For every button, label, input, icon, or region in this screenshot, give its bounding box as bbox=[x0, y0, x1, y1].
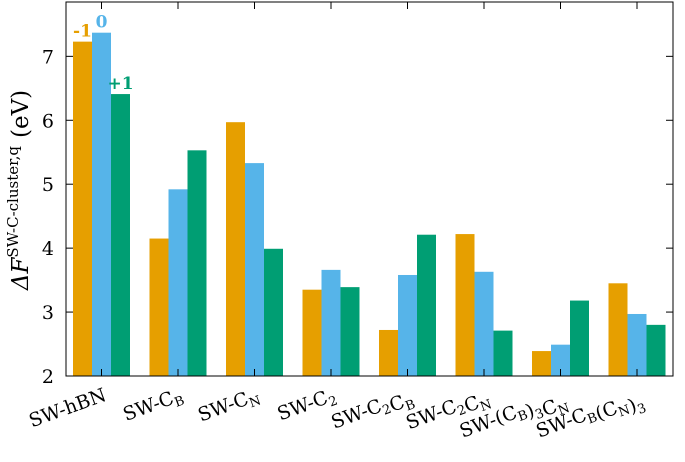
bar-7-series-3 bbox=[570, 300, 589, 376]
bar-4-series-2 bbox=[321, 269, 341, 376]
bar-2-series-2 bbox=[168, 189, 188, 376]
series-label-1: -1 bbox=[73, 22, 92, 42]
y-axis-label-main: ΔF bbox=[8, 257, 34, 292]
y-axis: 2 3 4 5 6 7 bbox=[42, 46, 673, 388]
y-axis-label-unit: (eV) bbox=[8, 90, 34, 138]
bar-5-series-3 bbox=[417, 234, 436, 376]
y-axis-label-sup: SW-C-cluster,q bbox=[4, 146, 22, 258]
y-tick-label-3: 3 bbox=[42, 302, 54, 324]
bar-5-series-2 bbox=[398, 274, 417, 376]
bars-layer bbox=[73, 32, 666, 377]
x-tick-label-2: SW-CB bbox=[120, 384, 187, 429]
bar-1-series-3 bbox=[111, 94, 130, 377]
bar-8-series-2 bbox=[627, 313, 647, 376]
bar-4-series-3 bbox=[340, 287, 360, 376]
y-tick-label-4: 4 bbox=[42, 238, 54, 260]
plot-frame bbox=[65, 1, 674, 377]
series-label-2: 0 bbox=[96, 13, 108, 33]
bar-7-series-2 bbox=[551, 344, 570, 376]
x-tick-label-8: SW-CB(CN)3 bbox=[533, 384, 648, 453]
bar-5-series-1 bbox=[379, 329, 398, 376]
x-tick-label-1: SW-hBN bbox=[26, 384, 109, 432]
bar-2-series-1 bbox=[149, 238, 169, 376]
y-tick-label-7: 7 bbox=[42, 46, 54, 68]
bar-6-series-3 bbox=[493, 330, 513, 376]
bar-6-series-2 bbox=[474, 271, 494, 376]
y-tick-label-2: 2 bbox=[42, 366, 54, 388]
bar-8-series-3 bbox=[646, 324, 666, 376]
bar-2-series-3 bbox=[187, 150, 207, 376]
bar-3-series-1 bbox=[226, 122, 245, 376]
bar-7-series-1 bbox=[532, 351, 551, 376]
series-label-3: +1 bbox=[107, 74, 133, 94]
y-axis-label: ΔFSW-C-cluster,q (eV) bbox=[4, 90, 34, 291]
y-tick-label-6: 6 bbox=[42, 110, 54, 132]
x-tick-label-4: SW-C2 bbox=[274, 384, 339, 428]
bar-4-series-1 bbox=[302, 289, 322, 376]
x-tick-label-3: SW-CN bbox=[195, 384, 263, 429]
bar-1-series-1 bbox=[73, 41, 92, 377]
bar-6-series-1 bbox=[455, 234, 475, 376]
bar-1-series-2 bbox=[92, 32, 111, 376]
bar-3-series-3 bbox=[264, 248, 283, 376]
y-tick-label-5: 5 bbox=[42, 174, 54, 196]
bar-8-series-1 bbox=[608, 283, 628, 376]
bar-3-series-2 bbox=[245, 163, 264, 376]
series-labels-layer: -1 0 +1 bbox=[73, 13, 133, 94]
